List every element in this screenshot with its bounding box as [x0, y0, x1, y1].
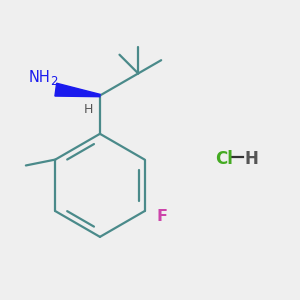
Polygon shape — [55, 83, 100, 97]
Text: H: H — [244, 150, 258, 168]
Text: 2: 2 — [50, 75, 58, 88]
Text: F: F — [156, 209, 167, 224]
Text: Cl: Cl — [215, 150, 233, 168]
Text: NH: NH — [28, 70, 50, 86]
Text: H: H — [83, 103, 93, 116]
